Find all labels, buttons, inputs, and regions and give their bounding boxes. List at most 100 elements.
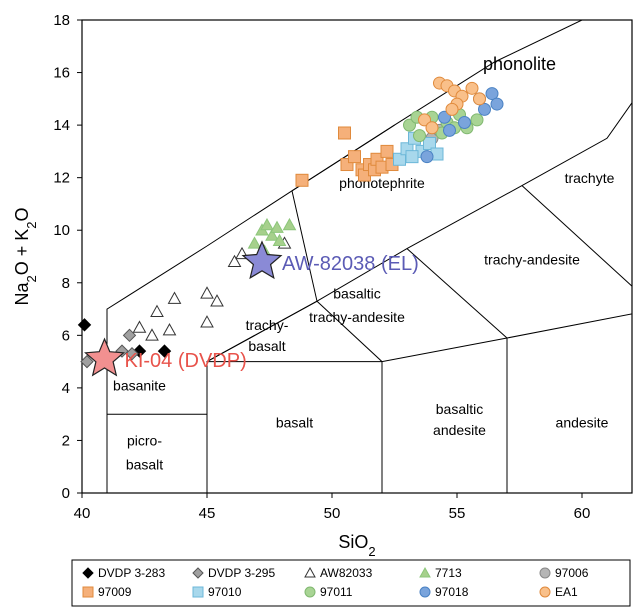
data-point — [227, 254, 242, 268]
legend-label: DVDP 3-283 — [98, 566, 165, 580]
field-label: andesite — [556, 414, 609, 430]
legend-label: DVDP 3-295 — [208, 566, 275, 580]
data-point — [157, 344, 172, 358]
legend-item: 7713 — [419, 566, 462, 580]
legend-marker — [192, 567, 204, 579]
series-7713 — [247, 217, 297, 257]
field-label: basaltic — [436, 401, 483, 417]
y-tick-label: 12 — [53, 170, 70, 187]
legend-label: EA1 — [555, 585, 578, 599]
legend-label: 97009 — [98, 585, 132, 599]
data-point — [80, 354, 94, 369]
data-point — [270, 220, 284, 233]
legend-label: 7713 — [435, 566, 462, 580]
sample-label: KI-04 (DVDP) — [125, 350, 247, 372]
field-label: basalt — [126, 456, 163, 472]
data-point — [443, 123, 456, 137]
field-label: andesite — [433, 422, 486, 438]
legend-box — [71, 559, 631, 607]
legend-item: DVDP 3-295 — [192, 566, 275, 580]
data-point — [478, 102, 491, 116]
data-point — [405, 150, 419, 164]
legend-marker — [304, 566, 316, 578]
data-point — [458, 115, 471, 129]
field-boundary-line — [316, 300, 383, 362]
y-tick-label: 2 — [62, 432, 70, 449]
field-boundary-line — [207, 313, 632, 363]
field-boundary-line — [406, 248, 508, 339]
data-point — [470, 113, 484, 127]
field-label: basanite — [113, 378, 166, 394]
data-point — [200, 286, 214, 299]
legend-item: AW82033 — [304, 566, 373, 580]
field-label: basaltic — [333, 286, 380, 302]
legend-item: 97009 — [82, 585, 132, 599]
data-point — [265, 228, 279, 241]
data-point — [380, 144, 394, 158]
field-boundary-line — [206, 124, 395, 363]
field-boundary-line — [106, 413, 207, 493]
legend-marker — [82, 586, 94, 598]
x-tick-label: 40 — [74, 505, 91, 522]
data-point — [438, 110, 451, 124]
x-axis-title: SiO2 — [338, 532, 375, 559]
y-tick-label: 4 — [62, 380, 70, 397]
field-boundaries — [106, 20, 632, 493]
legend-label: 97018 — [435, 585, 469, 599]
data-point — [260, 217, 274, 231]
legend-marker — [304, 586, 316, 598]
legend-label: AW82033 — [320, 566, 373, 580]
y-axis-title: Na2O + K2O — [12, 207, 39, 305]
field-label: basalt — [248, 338, 285, 354]
legend-item: 97006 — [539, 566, 589, 580]
x-tick-label: 60 — [574, 505, 591, 522]
legend-marker — [419, 586, 431, 598]
y-tick-label: 6 — [62, 327, 70, 344]
field-label: trachy-andesite — [309, 309, 405, 325]
field-label: trachy- — [246, 317, 289, 333]
field-label: phonolite — [483, 54, 556, 74]
field-label: trachy-andesite — [484, 251, 580, 267]
data-point — [418, 113, 431, 127]
data-point — [490, 97, 504, 111]
series-97009 — [295, 126, 399, 187]
series-dvdp-3-283 — [77, 318, 172, 358]
y-tick-label: 8 — [62, 275, 70, 292]
data-point — [162, 323, 177, 336]
legend-item: 97011 — [304, 585, 353, 599]
data-point — [423, 137, 436, 151]
data-point — [425, 121, 439, 135]
y-tick-label: 0 — [62, 485, 70, 502]
x-tick-label: 50 — [324, 505, 341, 522]
legend-marker — [419, 566, 431, 578]
sample-star — [84, 337, 125, 377]
data-point — [132, 320, 147, 333]
data-point — [445, 102, 459, 116]
data-point — [338, 126, 351, 140]
sample-star — [241, 240, 283, 280]
data-point — [465, 81, 479, 95]
legend-item: DVDP 3-283 — [82, 566, 165, 580]
legend-item: EA1 — [539, 585, 578, 599]
data-point — [295, 173, 309, 187]
y-tick-label: 10 — [53, 222, 70, 239]
data-point — [77, 318, 92, 332]
data-point — [122, 328, 137, 343]
y-tick-label: 16 — [53, 65, 70, 82]
series-ea1 — [418, 76, 486, 135]
legend-marker — [539, 567, 551, 579]
data-point — [167, 291, 182, 304]
y-tick-label: 18 — [53, 12, 70, 29]
data-point — [150, 304, 164, 317]
field-boundary-line — [521, 185, 632, 287]
legend-label: 97011 — [320, 585, 353, 599]
field-label: phonotephrite — [339, 175, 425, 191]
field-label: trachyte — [565, 170, 615, 186]
series-aw82033 — [132, 236, 292, 341]
field-boundary-line — [106, 245, 208, 415]
data-point — [485, 87, 499, 101]
data-point — [145, 328, 159, 341]
legend-marker — [539, 586, 551, 598]
legend-item: 97010 — [192, 585, 242, 599]
